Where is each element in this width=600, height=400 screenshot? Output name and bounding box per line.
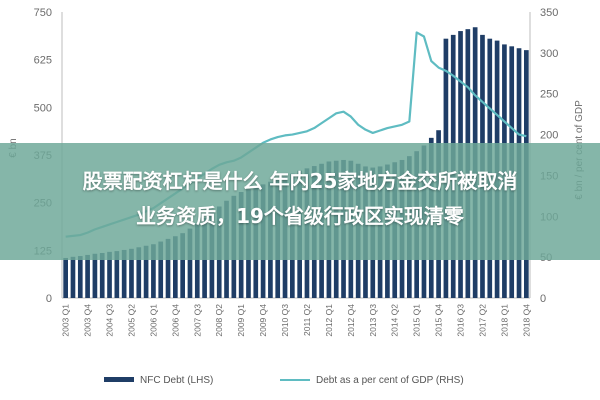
nfc-debt-bar — [129, 248, 134, 298]
x-tick-label: 2010 Q3 — [280, 304, 290, 337]
x-tick-label: 2015 Q1 — [412, 304, 422, 337]
x-tick-label: 2009 Q1 — [236, 304, 246, 337]
nfc-debt-bar — [187, 228, 193, 298]
y-right-tick-label: 0 — [540, 293, 546, 305]
x-tick-label: 2014 Q2 — [390, 304, 400, 337]
nfc-debt-bar — [180, 233, 185, 298]
y-left-tick-label: 625 — [34, 55, 52, 67]
y-left-tick-label: 500 — [34, 102, 52, 114]
x-tick-label: 2004 Q3 — [105, 304, 115, 337]
nfc-debt-bar — [99, 253, 105, 298]
x-tick-label: 2003 Q4 — [83, 304, 93, 337]
x-tick-label: 2006 Q1 — [148, 304, 158, 337]
nfc-debt-bar — [107, 251, 112, 298]
nfc-debt-bar — [114, 251, 120, 298]
overlay-headline-line-1: 股票配资杠杆是什么 年内25家地方金交所被取消 — [82, 169, 518, 193]
y-left-tick-label: 750 — [34, 7, 52, 19]
title-overlay-band — [0, 143, 600, 260]
x-tick-label: 2017 Q2 — [477, 304, 487, 337]
overlay-headline-line-2: 业务资质，19个省级行政区实现清零 — [136, 204, 464, 228]
nfc-debt-bar — [143, 245, 149, 298]
y-left-tick-label: 0 — [46, 293, 52, 305]
legend-label-gdp-ratio: Debt as a per cent of GDP (RHS) — [316, 375, 464, 386]
nfc-debt-bar — [63, 257, 68, 298]
x-tick-label: 2008 Q2 — [214, 304, 224, 337]
nfc-debt-bar — [121, 249, 127, 298]
x-tick-label: 2016 Q3 — [456, 304, 466, 337]
x-tick-label: 2015 Q4 — [434, 304, 444, 337]
x-tick-label: 2013 Q3 — [368, 304, 378, 337]
nfc-debt-bar — [77, 256, 83, 298]
nfc-debt-bar — [85, 254, 90, 298]
x-tick-label: 2018 Q1 — [499, 304, 509, 337]
nfc-debt-bar — [136, 247, 142, 298]
x-tick-label: 2003 Q1 — [61, 304, 71, 337]
x-tick-label: 2005 Q2 — [126, 304, 136, 337]
nfc-debt-bar — [165, 238, 171, 298]
y-right-tick-label: 250 — [540, 89, 558, 101]
legend: NFC Debt (LHS) Debt as a per cent of GDP… — [104, 375, 464, 386]
overlay-headline: 股票配资杠杆是什么 年内25家地方金交所被取消 业务资质，19个省级行政区实现清… — [10, 164, 590, 234]
y-right-tick-label: 200 — [540, 130, 558, 142]
x-tick-label: 2018 Q4 — [521, 304, 531, 337]
x-tick-label: 2009 Q4 — [258, 304, 268, 337]
nfc-debt-bar — [173, 236, 178, 298]
x-axis: 2003 Q1 2003 Q4 2004 Q3 2005 Q2 2006 Q1 2006 … — [61, 304, 532, 337]
x-tick-label: 2012 Q4 — [346, 304, 356, 337]
y-right-tick-label: 350 — [540, 7, 558, 19]
y-right-tick-label: 300 — [540, 48, 558, 60]
legend-swatch-nfc-debt — [104, 377, 134, 382]
legend-label-nfc-debt: NFC Debt (LHS) — [140, 375, 213, 386]
x-tick-label: 2007 Q3 — [192, 304, 202, 337]
nfc-debt-bar — [92, 253, 98, 298]
x-tick-label: 2012 Q1 — [324, 304, 334, 337]
nfc-debt-bar — [194, 223, 200, 298]
x-tick-label: 2006 Q4 — [170, 304, 180, 337]
nfc-debt-bar — [158, 241, 164, 298]
nfc-debt-bar — [70, 256, 76, 298]
x-tick-label: 2011 Q2 — [302, 304, 312, 336]
nfc-debt-bar — [151, 244, 156, 298]
